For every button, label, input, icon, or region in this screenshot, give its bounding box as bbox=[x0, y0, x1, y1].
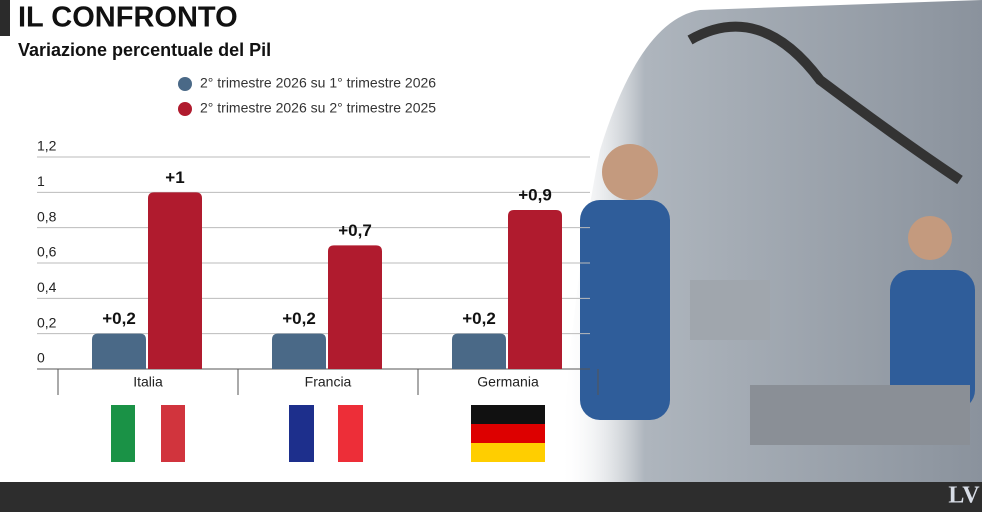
value-label: +0,2 bbox=[102, 309, 136, 328]
x-tick-label: Italia bbox=[133, 374, 163, 390]
bar bbox=[452, 333, 506, 369]
value-label: +1 bbox=[165, 168, 184, 187]
y-tick-label: 0,2 bbox=[37, 314, 57, 330]
logo: LV bbox=[948, 483, 980, 509]
y-tick-label: 1 bbox=[37, 173, 45, 189]
value-label: +0,7 bbox=[338, 221, 372, 240]
bar bbox=[148, 192, 202, 369]
y-tick-label: 0,6 bbox=[37, 244, 57, 260]
value-label: +0,2 bbox=[282, 309, 316, 328]
value-label: +0,9 bbox=[518, 185, 552, 204]
value-label: +0,2 bbox=[462, 309, 496, 328]
legend-label: 2° trimestre 2026 su 1° trimestre 2026 bbox=[200, 75, 436, 91]
footer bbox=[0, 482, 982, 512]
legend-label: 2° trimestre 2026 su 2° trimestre 2025 bbox=[200, 100, 436, 116]
photo bbox=[560, 0, 982, 482]
legend-swatch bbox=[178, 102, 192, 116]
bar bbox=[272, 333, 326, 369]
y-tick-label: 0 bbox=[37, 350, 45, 366]
legend-swatch bbox=[178, 77, 192, 91]
y-tick-label: 0,8 bbox=[37, 208, 57, 224]
bar bbox=[508, 210, 562, 369]
chart-title: IL CONFRONTO bbox=[18, 2, 238, 34]
y-tick-label: 0,4 bbox=[37, 279, 57, 295]
bar bbox=[92, 333, 146, 369]
x-tick-label: Francia bbox=[305, 374, 352, 390]
flags bbox=[111, 405, 545, 462]
y-tick-label: 1,2 bbox=[37, 138, 57, 154]
bar bbox=[328, 245, 382, 369]
title-marker bbox=[0, 0, 10, 36]
chart-subtitle: Variazione percentuale del Pil bbox=[18, 40, 271, 60]
x-tick-label: Germania bbox=[477, 374, 539, 390]
